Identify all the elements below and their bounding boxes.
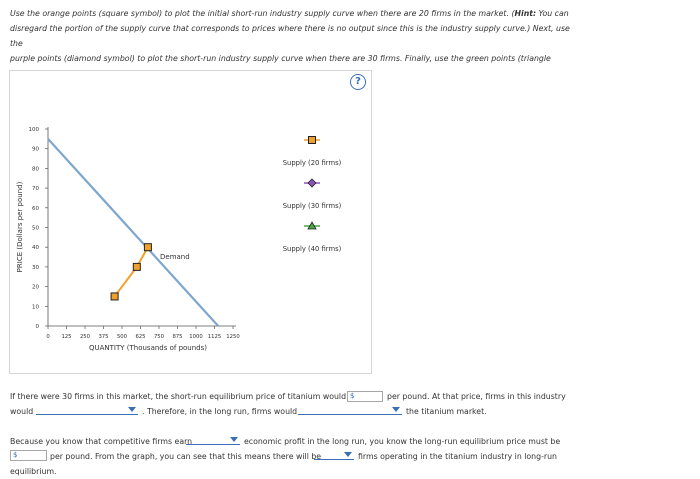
q1-part2: per pound. At that price, firms in this … (387, 392, 566, 401)
y-tick-label: 70 (32, 186, 39, 192)
y-tick-label: 10 (32, 304, 39, 310)
supply-20-firms-point (143, 243, 152, 252)
instructions-line-2: disregard the portion of the supply curv… (10, 24, 570, 48)
x-tick-label: 125 (61, 334, 71, 340)
supply-20-firms-point (110, 292, 119, 301)
x-tick-label: 375 (98, 334, 108, 340)
q1-profit-dropdown[interactable] (36, 405, 138, 415)
legend-label: Supply (20 firms) (283, 159, 342, 167)
q2-price-input[interactable]: $ (10, 450, 47, 461)
q2-part2: economic profit in the long run, you kno… (244, 437, 561, 446)
q1-part1: If there were 30 firms in this market, t… (10, 392, 359, 401)
x-tick-label: 500 (117, 334, 128, 340)
legend-square-icon (308, 136, 316, 144)
q1-part4: . Therefore, in the long run, firms woul… (142, 407, 298, 416)
instructions-line-1: Use the orange points (square symbol) to… (10, 9, 515, 18)
y-tick-label: 0 (36, 324, 40, 330)
demand-label: Demand (160, 253, 190, 261)
y-tick-label: 50 (32, 226, 39, 232)
y-tick-label: 20 (32, 285, 39, 291)
chevron-down-icon (128, 407, 136, 412)
q2-part4: firms operating in the titanium industry… (358, 452, 557, 461)
y-tick-label: 60 (32, 206, 39, 212)
hint-label: Hint: (514, 9, 537, 18)
q1-price-input[interactable]: $ (347, 391, 383, 402)
x-tick-label: 250 (80, 334, 91, 340)
q2-firms-dropdown[interactable] (314, 450, 354, 460)
legend-triangle-icon (307, 221, 317, 230)
q1-part3: would (10, 407, 34, 416)
x-tick-label: 1125 (208, 334, 221, 340)
q2-profit-dropdown[interactable] (186, 435, 240, 445)
x-tick-label: 875 (172, 334, 182, 340)
legend-label: Supply (40 firms) (283, 245, 342, 253)
q2-part3: per pound. From the graph, you can see t… (50, 452, 322, 461)
y-tick-label: 100 (29, 127, 40, 133)
x-tick-label: 0 (46, 334, 50, 340)
demand-curve (47, 138, 220, 327)
supply-20-firms-point (132, 262, 141, 271)
chevron-down-icon (344, 452, 352, 457)
help-icon[interactable]: ? (350, 74, 366, 90)
instructions-line-1-end: You can (536, 9, 569, 18)
legend-diamond-icon (307, 178, 317, 188)
q2-part1: Because you know that competitive firms … (10, 437, 193, 446)
x-tick-label: 750 (154, 334, 165, 340)
q1-part5: the titanium market. (406, 407, 487, 416)
y-tick-label: 30 (32, 265, 39, 271)
legend-label: Supply (30 firms) (283, 202, 342, 210)
x-tick-label: 625 (135, 334, 145, 340)
y-tick-label: 90 (32, 147, 39, 153)
y-axis-label: PRICE (Dollars per pound) (16, 181, 24, 272)
chevron-down-icon (230, 437, 238, 442)
q2-part5: equilibrium. (10, 467, 57, 476)
supply-20-firms-curve (113, 246, 149, 298)
graph-panel (9, 70, 372, 374)
y-tick-label: 80 (32, 166, 39, 172)
x-tick-label: 1250 (226, 334, 240, 340)
chevron-down-icon (392, 407, 400, 412)
x-axis-label: QUANTITY (Thousands of pounds) (89, 344, 207, 352)
q1-entry-dropdown[interactable] (298, 405, 402, 415)
y-tick-label: 40 (32, 245, 39, 251)
x-tick-label: 1000 (189, 334, 203, 340)
